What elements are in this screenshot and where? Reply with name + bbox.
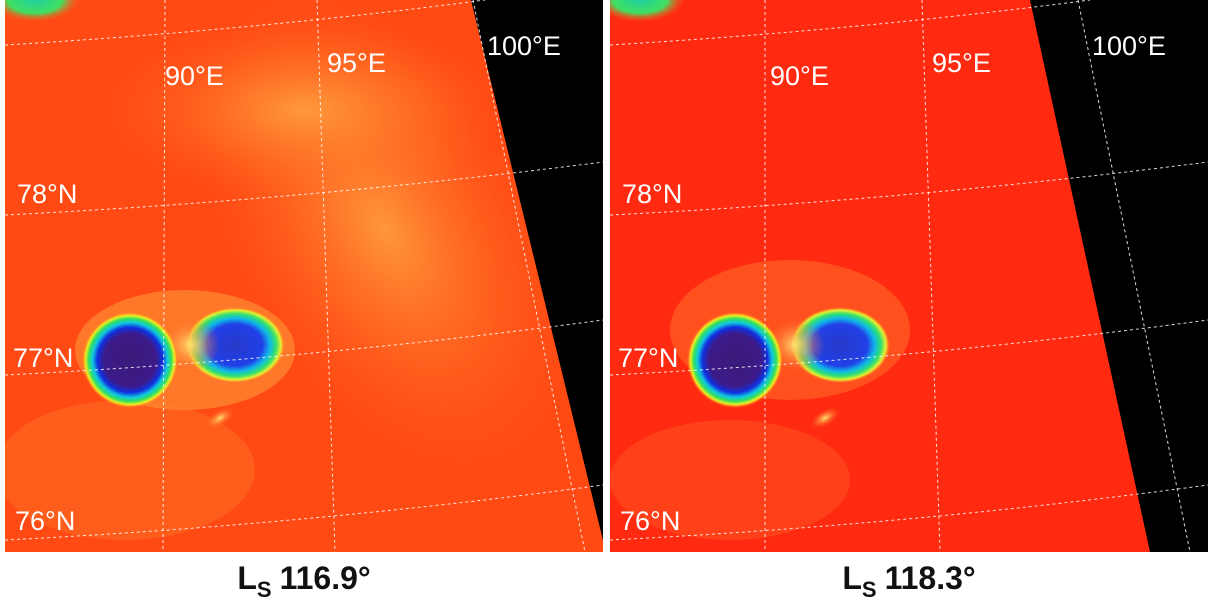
latitude-label: 77°N [618, 343, 678, 373]
longitude-label: 95°E [932, 48, 991, 78]
longitude-label: 90°E [770, 61, 829, 91]
longitude-label: 90°E [165, 61, 224, 91]
longitude-label: 100°E [1092, 31, 1166, 61]
caption-symbol: L [237, 560, 257, 596]
caption-subscript: S [862, 577, 877, 602]
caption-subscript: S [257, 577, 272, 602]
latitude-label: 78°N [622, 179, 682, 209]
map-images: 90°E 95°E 100°E 78°N 77°N 76°N 90°E 95°E… [0, 0, 1208, 552]
panel-2: 90°E 95°E 100°E 78°N 77°N 76°N [595, 0, 1208, 552]
longitude-label: 100°E [487, 31, 561, 61]
longitude-label: 95°E [327, 48, 386, 78]
latitude-label: 76°N [620, 506, 680, 536]
caption: LS 116.9° [5, 560, 603, 603]
caption-symbol: L [842, 560, 862, 596]
latitude-label: 76°N [15, 506, 75, 536]
latitude-label: 77°N [13, 343, 73, 373]
caption-value: 116.9° [280, 560, 371, 596]
page: 90°E 95°E 100°E 78°N 77°N 76°N 90°E 95°E… [0, 0, 1208, 612]
latitude-label: 78°N [17, 179, 77, 209]
panel-1: 90°E 95°E 100°E 78°N 77°N 76°N [0, 0, 645, 552]
caption-value: 118.3° [885, 560, 976, 596]
caption: LS 118.3° [610, 560, 1208, 603]
